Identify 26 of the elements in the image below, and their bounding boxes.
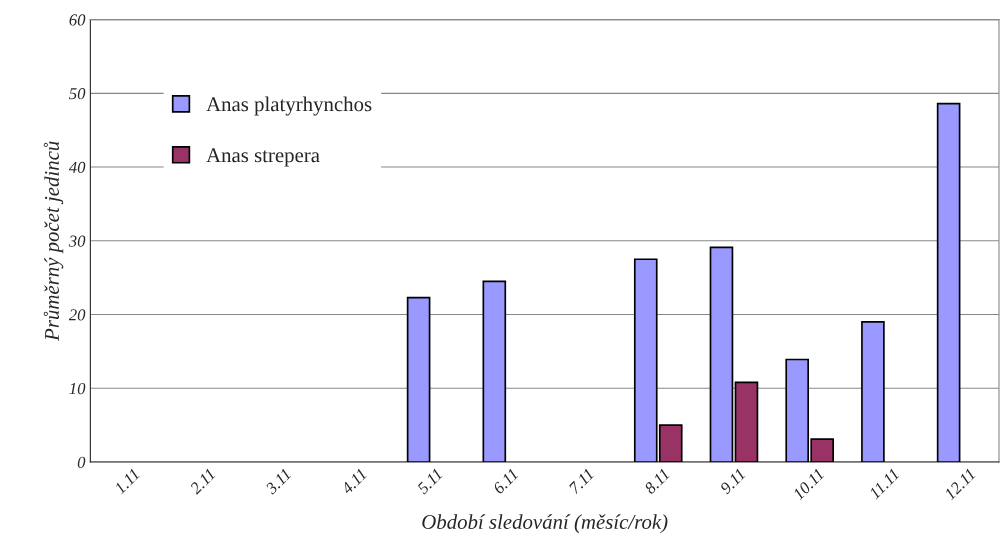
x-tick-label: 1.11: [113, 468, 140, 495]
bar: [936, 102, 961, 462]
bar: [482, 280, 507, 462]
bar: [406, 296, 431, 462]
bar: [861, 321, 885, 462]
bar: [734, 381, 759, 462]
x-axis-title: Období sledování (měsíc/rok): [422, 514, 668, 534]
x-tick-label: 5.11: [416, 468, 443, 495]
bar: [709, 246, 734, 462]
y-tick-label: 60: [69, 14, 86, 26]
y-tick-label: 0: [77, 456, 86, 468]
legend-label: Anas strepera: [206, 148, 320, 167]
y-tick-label: 40: [68, 161, 86, 174]
y-tick-label: 30: [68, 235, 86, 247]
x-tick-label: 9.11: [719, 468, 746, 495]
x-tick-label: 3.11: [264, 468, 292, 495]
y-tick-label: 10: [69, 382, 86, 395]
y-tick-label: 50: [69, 88, 86, 100]
x-tick-label: 2.11: [189, 468, 216, 495]
x-tick-label: 7.11: [568, 468, 595, 495]
legend-label: Anas platyrhynchos: [206, 96, 372, 116]
y-axis-title: Průměrný počet jedinců: [43, 141, 64, 341]
y-tick-label: 20: [68, 309, 86, 321]
x-tick-label: 8.11: [643, 468, 670, 495]
x-tick-label: 4.11: [340, 468, 367, 495]
x-tick-label: 6.11: [492, 468, 519, 495]
